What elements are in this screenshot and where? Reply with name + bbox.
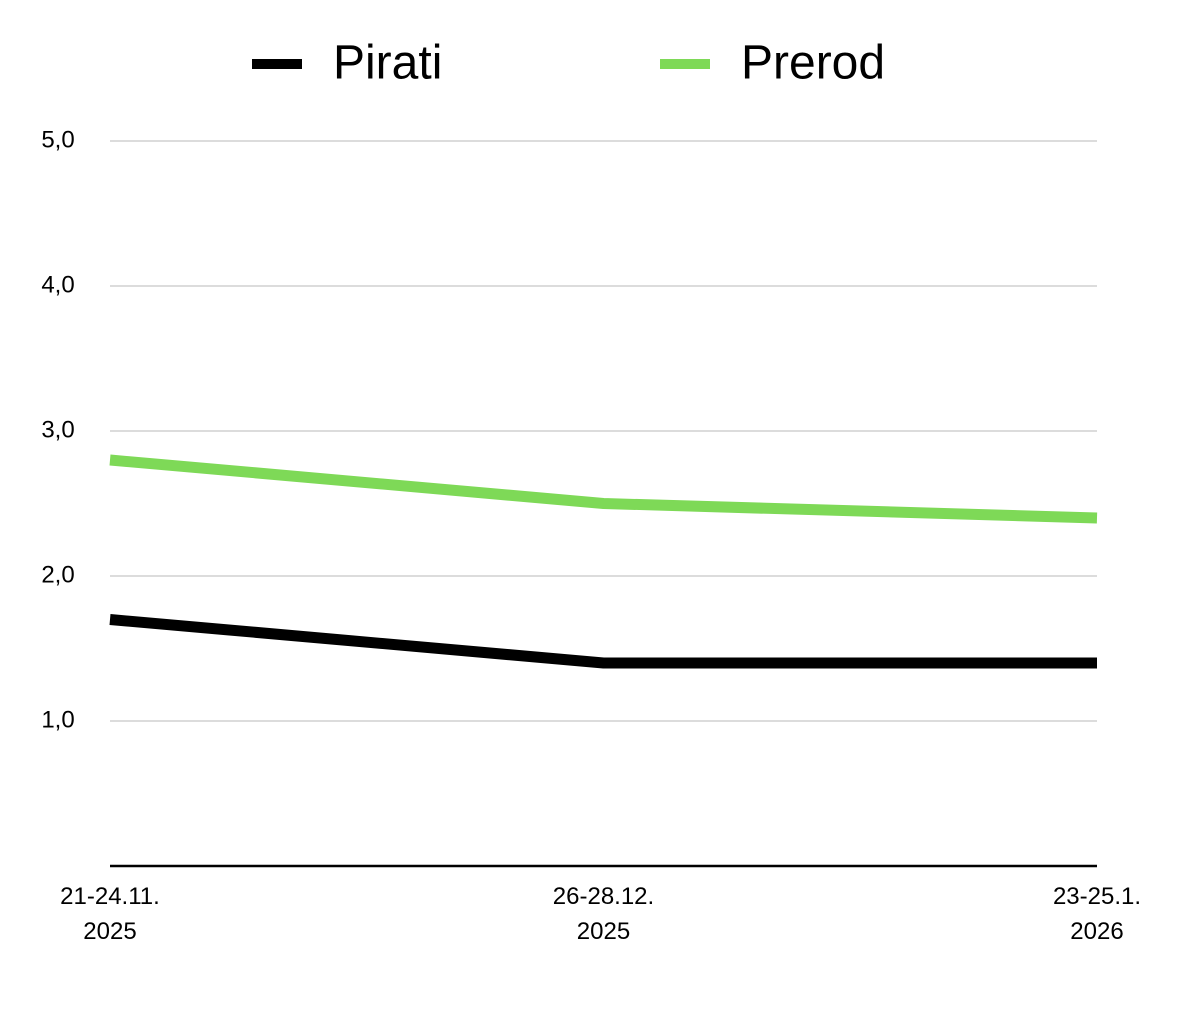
series-line bbox=[109, 614, 1097, 669]
x-tick-label: 26-28.12. 2025 bbox=[553, 883, 654, 945]
y-tick-label: 4,0 bbox=[41, 271, 74, 298]
y-tick-label: 1,0 bbox=[41, 706, 74, 733]
y-tick-label: 2,0 bbox=[41, 561, 74, 588]
legend-label: Prerod bbox=[741, 37, 885, 90]
y-tick-label: 3,0 bbox=[41, 416, 74, 443]
x-tick-label: 21-24.11. 2025 bbox=[60, 883, 160, 945]
legend-label: Pirati bbox=[333, 37, 442, 90]
x-tick-label: 23-25.1. 2026 bbox=[1053, 883, 1141, 945]
series-line bbox=[109, 454, 1098, 524]
y-tick-label: 5,0 bbox=[41, 126, 74, 153]
